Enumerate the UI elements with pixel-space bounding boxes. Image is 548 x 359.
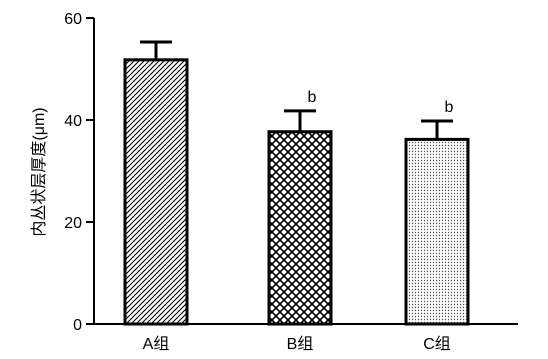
y-tick-label: 20: [64, 215, 82, 232]
significance-label: b: [308, 89, 317, 106]
bars: bb: [123, 40, 470, 326]
bar-3: [404, 137, 470, 326]
y-tick-label: 0: [73, 317, 82, 334]
category-labels: A组 B组 C组: [143, 335, 451, 353]
y-ticks: 0 20 40 60: [64, 11, 94, 334]
y-tick-label: 60: [64, 11, 82, 28]
category-label: B组: [287, 335, 314, 353]
bar-1: [123, 58, 189, 326]
category-label: C组: [423, 335, 451, 353]
category-label: A组: [143, 335, 170, 353]
bar-2: [267, 130, 333, 326]
y-tick-label: 40: [64, 113, 82, 130]
significance-label: b: [445, 99, 454, 116]
y-axis-label: 内丛状层厚度(μm): [30, 107, 48, 236]
